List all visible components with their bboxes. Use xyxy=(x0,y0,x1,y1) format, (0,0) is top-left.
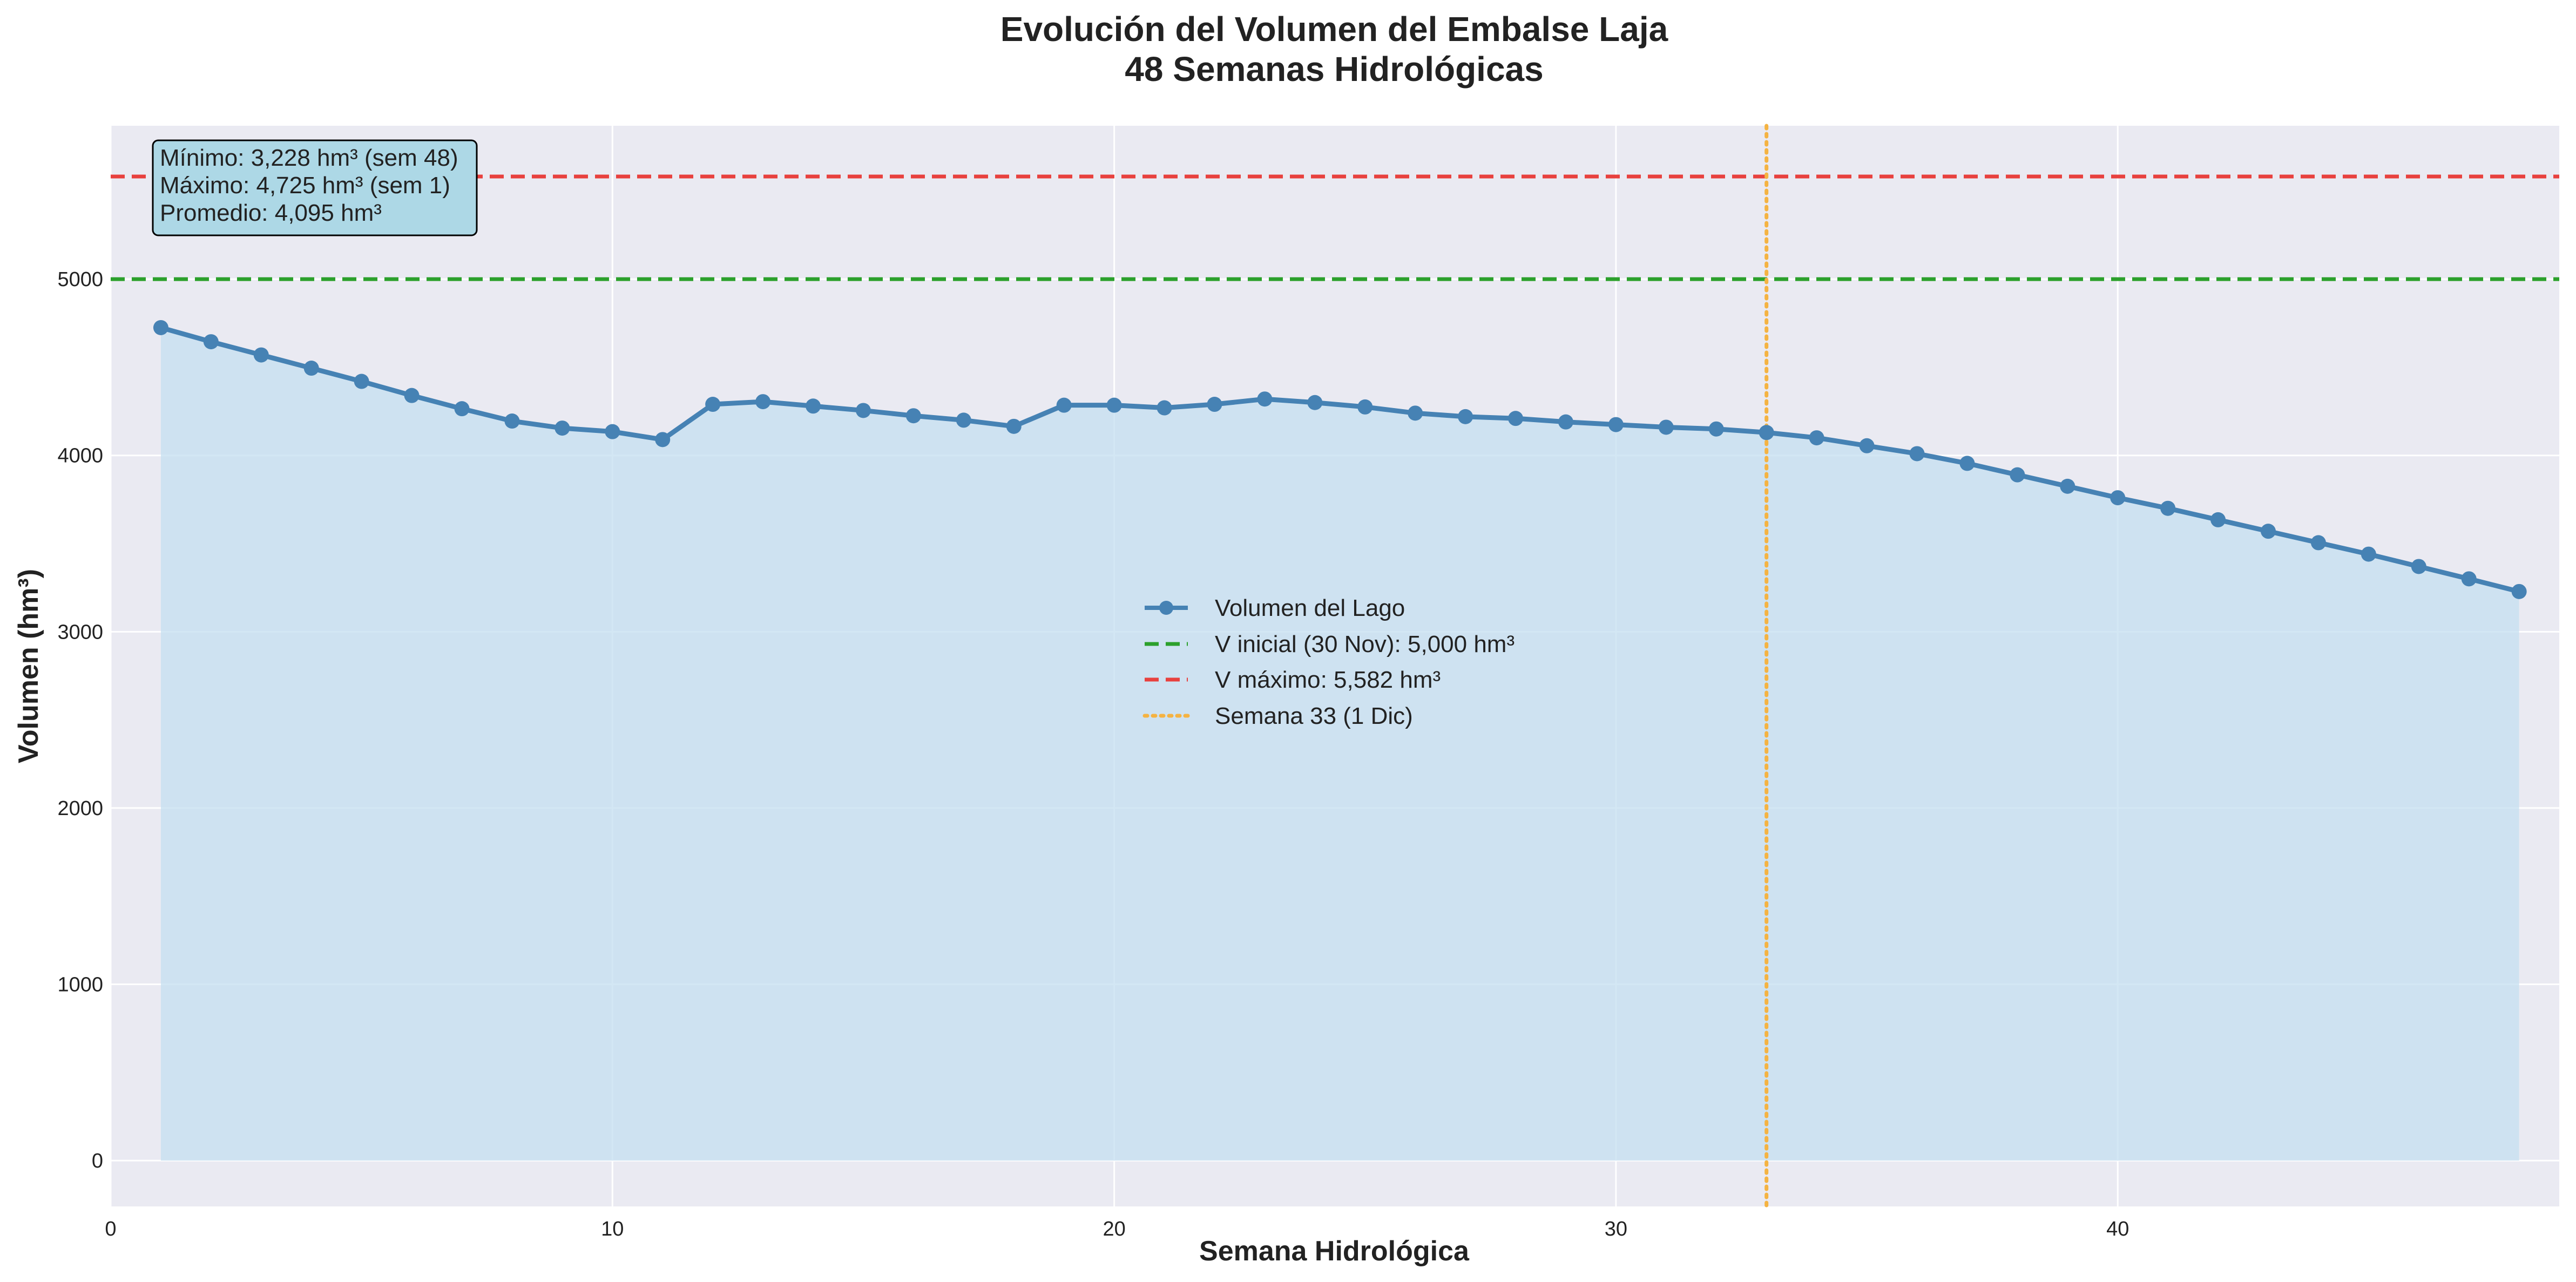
area-fill-layer xyxy=(160,327,2519,1161)
y-tick-label-3000: 3000 xyxy=(57,621,103,643)
data-point-week-43 xyxy=(2261,524,2276,539)
data-point-week-35 xyxy=(1859,438,1875,453)
data-point-week-30 xyxy=(1608,417,1624,432)
y-axis-label: Volumen (hm³) xyxy=(13,569,44,763)
data-point-week-44 xyxy=(2310,535,2326,551)
y-tick-label-5000: 5000 xyxy=(57,268,103,291)
data-point-week-26 xyxy=(1408,405,1423,421)
series-line-volume xyxy=(160,325,2520,594)
stats-box: Mínimo: 3,228 hm³ (sem 48) Máximo: 4,725… xyxy=(152,139,478,236)
data-point-week-6 xyxy=(404,388,420,403)
data-point-week-22 xyxy=(1207,397,1222,412)
data-point-week-20 xyxy=(1106,397,1122,413)
chart-title: Evolución del Volumen del Embalse Laja xyxy=(1000,10,1668,49)
legend-label-v-maximo: V máximo: 5,582 hm³ xyxy=(1215,667,1441,693)
data-point-week-28 xyxy=(1508,411,1524,426)
data-point-week-4 xyxy=(303,361,319,376)
data-point-week-1 xyxy=(153,320,168,335)
data-point-week-45 xyxy=(2361,546,2376,562)
legend-marker-volume xyxy=(1159,601,1173,615)
data-point-week-15 xyxy=(855,403,871,418)
area-fill-volume xyxy=(160,327,2519,1161)
legend-label-v-inicial: V inicial (30 Nov): 5,000 hm³ xyxy=(1215,631,1515,657)
legend-label-volume: Volumen del Lago xyxy=(1215,595,1405,621)
legend: Volumen del Lago V inicial (30 Nov): 5,0… xyxy=(1142,595,1515,729)
data-point-week-19 xyxy=(1056,397,1072,413)
data-point-week-24 xyxy=(1307,395,1323,410)
x-axis-label: Semana Hidrológica xyxy=(1199,1236,1470,1267)
x-tick-label-30: 30 xyxy=(1605,1218,1627,1240)
data-point-week-5 xyxy=(354,374,369,389)
data-point-week-16 xyxy=(905,408,921,424)
data-point-week-3 xyxy=(253,347,269,363)
reference-lines xyxy=(111,124,2559,1209)
data-point-week-13 xyxy=(755,394,771,410)
legend-label-semana-33: Semana 33 (1 Dic) xyxy=(1215,703,1413,729)
data-point-week-10 xyxy=(605,424,620,439)
stats-box-background xyxy=(152,139,478,236)
data-point-week-48 xyxy=(2511,584,2527,599)
data-point-week-47 xyxy=(2461,571,2477,587)
x-tick-label-40: 40 xyxy=(2106,1218,2129,1240)
data-point-week-25 xyxy=(1357,399,1373,415)
data-point-week-12 xyxy=(705,397,721,412)
stats-mean: Promedio: 4,095 hm³ xyxy=(160,200,382,226)
data-point-week-33 xyxy=(1759,425,1774,440)
data-point-week-31 xyxy=(1658,419,1674,435)
data-point-week-42 xyxy=(2210,512,2226,527)
data-point-week-8 xyxy=(504,413,520,429)
data-point-week-18 xyxy=(1006,418,1022,434)
y-tick-label-1000: 1000 xyxy=(57,973,103,996)
data-point-week-27 xyxy=(1458,409,1473,424)
y-tick-label-4000: 4000 xyxy=(57,445,103,467)
data-point-week-38 xyxy=(2010,467,2025,483)
x-tick-label-10: 10 xyxy=(601,1218,624,1240)
chart-subtitle: 48 Semanas Hidrológicas xyxy=(1125,50,1543,89)
data-point-week-23 xyxy=(1257,391,1273,407)
data-point-week-40 xyxy=(2110,490,2126,506)
data-point-week-21 xyxy=(1157,400,1172,416)
stats-min: Mínimo: 3,228 hm³ (sem 48) xyxy=(160,145,458,171)
tick-labels: 0 10 20 30 40 0 1000 2000 3000 4000 5000 xyxy=(57,268,2129,1240)
data-point-week-14 xyxy=(806,398,821,414)
y-tick-label-0: 0 xyxy=(92,1150,103,1172)
data-point-week-34 xyxy=(1809,430,1824,446)
data-point-week-46 xyxy=(2411,559,2426,574)
data-point-week-37 xyxy=(1959,456,1975,471)
x-tick-label-20: 20 xyxy=(1103,1218,1125,1240)
stats-max: Máximo: 4,725 hm³ (sem 1) xyxy=(160,172,450,199)
data-point-week-11 xyxy=(655,432,671,447)
data-point-week-17 xyxy=(956,412,971,428)
x-tick-label-0: 0 xyxy=(105,1218,116,1240)
data-point-week-29 xyxy=(1558,414,1573,430)
data-point-week-41 xyxy=(2160,500,2176,516)
data-point-week-36 xyxy=(1909,446,1925,462)
data-point-week-39 xyxy=(2060,478,2075,494)
data-point-week-9 xyxy=(555,420,570,436)
data-point-week-2 xyxy=(203,334,219,350)
data-point-week-7 xyxy=(454,401,470,417)
data-point-week-32 xyxy=(1708,421,1724,437)
y-tick-label-2000: 2000 xyxy=(57,797,103,820)
series-layer xyxy=(153,320,2527,599)
